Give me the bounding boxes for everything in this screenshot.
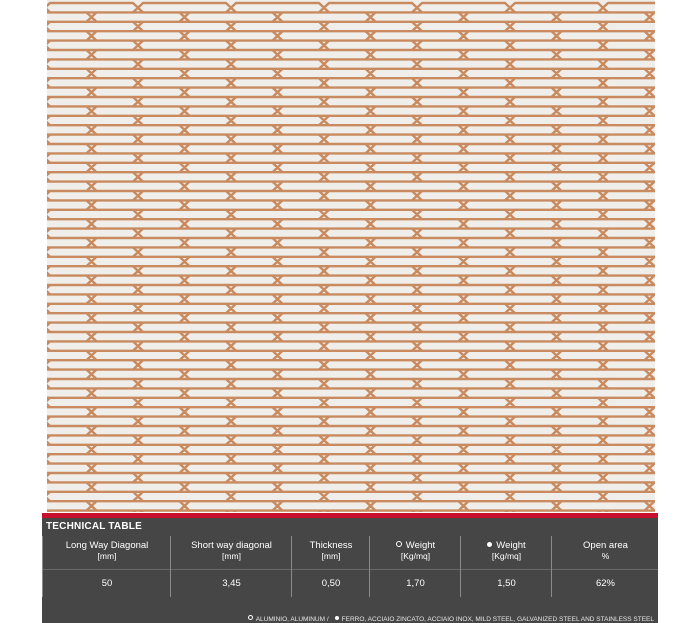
column-weight-aluminium: Weight [Kg/mq] 1,70 xyxy=(369,536,461,597)
column-open-area: Open area % 62% xyxy=(551,536,659,597)
mesh-pattern xyxy=(47,1,655,512)
table-row-divider xyxy=(42,569,658,570)
column-header: Weight [Kg/mq] xyxy=(370,540,461,562)
filled-circle-icon xyxy=(487,542,493,547)
material-legend: ALUMINIO, ALUMINUM / FERRO, ACCIAIO ZINCA… xyxy=(247,615,654,623)
open-circle-icon xyxy=(247,615,253,620)
technical-table: Long Way Diagonal [mm] 50 Short way diag… xyxy=(42,536,658,597)
header-unit: [Kg/mq] xyxy=(400,551,431,561)
cell-value: 0,50 xyxy=(321,578,341,589)
column-header: Short way diagonal [mm] xyxy=(171,540,292,562)
cell-value: 1,70 xyxy=(406,578,425,589)
cell-value: 1,50 xyxy=(497,578,516,589)
expanded-metal-mesh-photo xyxy=(47,0,655,512)
filled-circle-icon xyxy=(334,616,339,620)
header-unit: [mm] xyxy=(222,551,241,561)
legend-aluminium: ALUMINIO, ALUMINUM / xyxy=(255,616,329,623)
column-weight-steel: Weight [Kg/mq] 1,50 xyxy=(460,536,552,597)
technical-table-title: TECHNICAL TABLE xyxy=(46,521,142,532)
cell-value: 50 xyxy=(101,578,113,589)
header-label: Open area xyxy=(583,540,628,551)
cell-value: 3,45 xyxy=(222,578,241,589)
column-header: Thickness [mm] xyxy=(292,540,370,562)
column-header: Open area % xyxy=(552,540,659,562)
header-unit: [mm] xyxy=(321,551,341,561)
column-short-way-diagonal: Short way diagonal [mm] 3,45 xyxy=(170,536,292,597)
cell-value: 62% xyxy=(595,578,615,589)
header-label: Thickness xyxy=(309,540,353,551)
mesh-strands xyxy=(47,1,655,512)
header-unit: % xyxy=(601,551,610,561)
header-label: Weight xyxy=(405,540,436,551)
header-unit: [mm] xyxy=(97,551,117,561)
header-label: Weight xyxy=(496,540,526,551)
column-long-way-diagonal: Long Way Diagonal [mm] 50 xyxy=(42,536,171,597)
header-unit: [Kg/mq] xyxy=(491,551,522,561)
header-label: Long Way Diagonal xyxy=(65,540,149,551)
column-header: Weight [Kg/mq] xyxy=(461,540,552,562)
header-label: Short way diagonal xyxy=(191,540,272,551)
legend-steel: FERRO, ACCIAIO ZINCATO, ACCIAIO INOX, MI… xyxy=(341,616,654,623)
technical-table-panel: TECHNICAL TABLE Long Way Diagonal [mm] 5… xyxy=(42,518,658,623)
open-circle-icon xyxy=(395,541,402,547)
column-thickness: Thickness [mm] 0,50 xyxy=(291,536,370,597)
column-header: Long Way Diagonal [mm] xyxy=(43,540,171,562)
accent-rule xyxy=(42,513,658,518)
